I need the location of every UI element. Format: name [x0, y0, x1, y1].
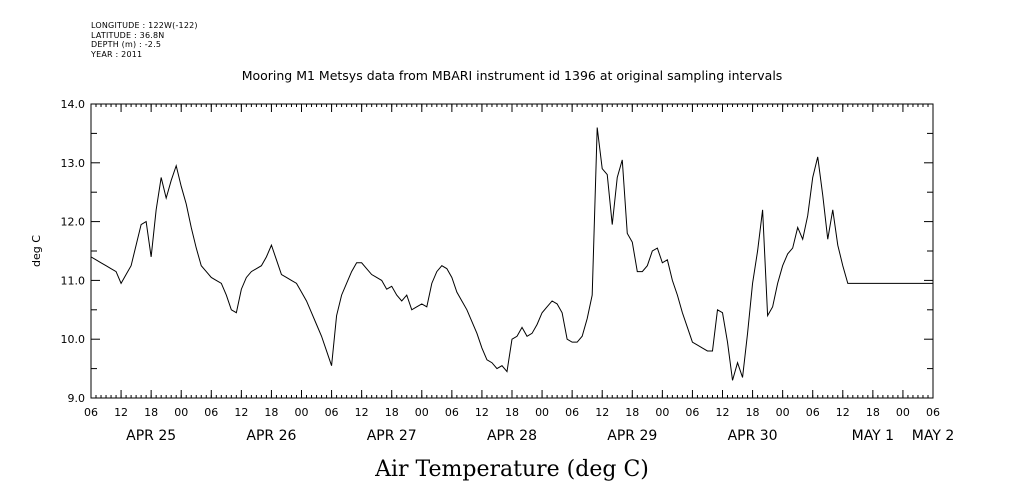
x-tick-label: 00 — [415, 406, 429, 419]
y-tick-label: 14.0 — [61, 98, 86, 111]
longitude-text: LONGITUDE : 122W(-122) — [91, 21, 198, 30]
x-tick-label: 00 — [896, 406, 910, 419]
year-text: YEAR : 2011 — [91, 49, 143, 59]
air-temperature-line — [90, 127, 933, 381]
x-tick-label: 18 — [866, 406, 880, 419]
x-day-label: APR 28 — [487, 428, 537, 444]
x-tick-label: 06 — [926, 406, 940, 419]
x-tick-label: 12 — [355, 406, 369, 419]
x-tick-label: 18 — [505, 406, 519, 419]
y-tick-label: 10.0 — [61, 333, 86, 346]
x-day-label: APR 27 — [367, 428, 417, 444]
x-tick-label: 00 — [655, 406, 669, 419]
chart-title: Mooring M1 Metsys data from MBARI instru… — [242, 68, 783, 83]
x-tick-label: 06 — [84, 406, 98, 419]
x-tick-label: 00 — [295, 406, 309, 419]
x-tick-label: 12 — [234, 406, 248, 419]
x-tick-label: 00 — [535, 406, 549, 419]
x-day-label: APR 25 — [126, 428, 176, 444]
latitude-text: LATITUDE : 36.8N — [91, 30, 165, 40]
x-day-label: MAY 2 — [912, 428, 954, 444]
x-tick-label: 12 — [716, 406, 730, 419]
x-day-label: MAY 1 — [852, 428, 894, 444]
x-tick-label: 06 — [685, 406, 699, 419]
y-tick-label: 9.0 — [68, 392, 86, 405]
x-tick-label: 06 — [565, 406, 579, 419]
x-tick-label: 06 — [204, 406, 218, 419]
x-tick-label: 18 — [625, 406, 639, 419]
x-tick-label: 12 — [595, 406, 609, 419]
x-tick-label: 18 — [144, 406, 158, 419]
y-tick-label: 12.0 — [61, 216, 86, 229]
x-tick-label: 00 — [174, 406, 188, 419]
x-axis-label: Air Temperature (deg C) — [374, 457, 649, 482]
x-tick-label: 18 — [385, 406, 399, 419]
x-tick-label: 18 — [264, 406, 278, 419]
x-tick-label: 12 — [114, 406, 128, 419]
x-tick-label: 18 — [746, 406, 760, 419]
depth-text: DEPTH (m) : -2.5 — [91, 40, 162, 49]
x-day-label: APR 26 — [246, 428, 296, 444]
y-axis-label: deg C — [30, 235, 43, 267]
y-tick-label: 13.0 — [61, 157, 86, 170]
plot-frame — [90, 103, 934, 399]
x-tick-label: 06 — [325, 406, 339, 419]
x-tick-label: 12 — [475, 406, 489, 419]
y-tick-label: 11.0 — [61, 274, 86, 287]
axis-ticks — [90, 103, 934, 399]
x-tick-label: 06 — [445, 406, 459, 419]
x-tick-label: 12 — [836, 406, 850, 419]
x-day-label: APR 29 — [607, 428, 657, 444]
x-day-label: APR 30 — [728, 428, 778, 444]
x-tick-label: 06 — [806, 406, 820, 419]
metadata-block: LONGITUDE : 122W(-122) LATITUDE : 36.8N … — [91, 21, 198, 59]
axis-tick-labels: 06 12 18 00 06 12 18 00 06 12 18 00 06 12 18 00 06 12 18 00… — [61, 98, 955, 444]
x-tick-label: 00 — [776, 406, 790, 419]
